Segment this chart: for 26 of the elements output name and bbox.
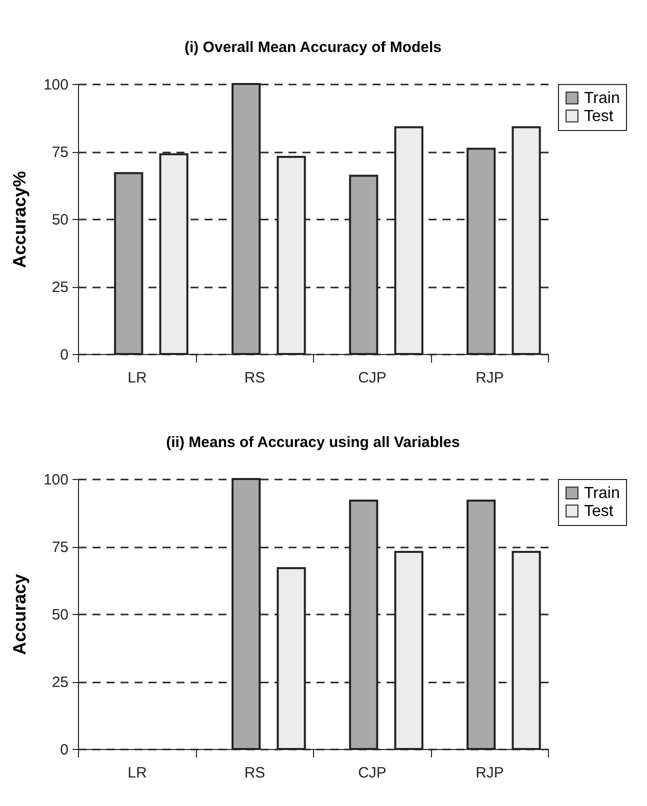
y-tick-label: 0	[60, 346, 68, 364]
y-tick-label: 50	[52, 606, 68, 624]
x-tick-label: RJP	[476, 764, 504, 782]
y-axis-title: Accuracy	[9, 574, 30, 656]
x-tick-label: RS	[244, 370, 266, 386]
y-tick-label: 50	[52, 212, 68, 228]
legend-label: Train	[584, 485, 620, 502]
legend-label: Test	[584, 503, 614, 520]
y-tick-label: 75	[52, 144, 68, 161]
legend-label: Train	[584, 90, 620, 107]
y-tick-label: 75	[52, 539, 68, 556]
chart-title: (ii) Means of Accuracy using all Variables	[166, 434, 460, 451]
x-tick-label: LR	[128, 370, 147, 386]
y-axis-title: Accuracy%	[9, 170, 30, 268]
y-tick-label: 100	[43, 472, 68, 488]
x-tick-label: RS	[244, 764, 266, 782]
x-tick-label: CJP	[358, 764, 386, 782]
y-tick-label: 25	[52, 674, 68, 691]
x-tick-label: CJP	[358, 370, 386, 386]
y-tick-label: 25	[52, 279, 68, 296]
x-tick-label: RJP	[476, 370, 504, 386]
x-tick-label: LR	[128, 764, 147, 782]
legend-label: Test	[584, 108, 614, 125]
y-tick-label: 0	[60, 742, 68, 758]
y-tick-label: 100	[43, 76, 68, 94]
chart-title: (i) Overall Mean Accuracy of Models	[184, 39, 442, 56]
